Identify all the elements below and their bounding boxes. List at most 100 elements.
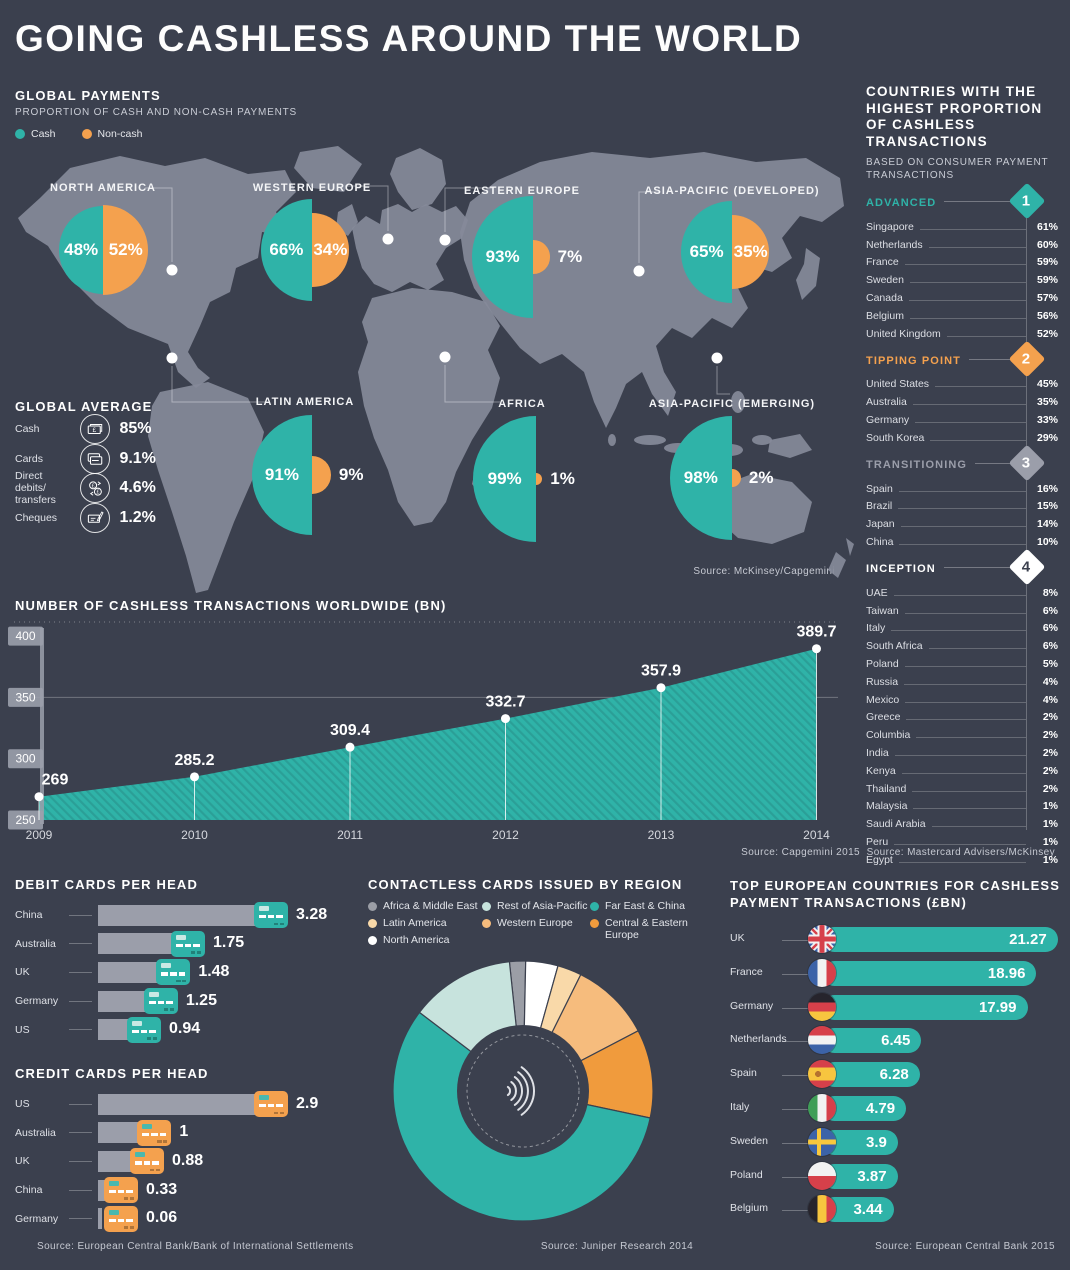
ranking-tier-number: 4 bbox=[1022, 558, 1032, 576]
leader-line bbox=[899, 543, 1026, 545]
country-value: 14% bbox=[1036, 518, 1058, 531]
svg-text:£: £ bbox=[93, 428, 97, 434]
leader-line bbox=[944, 201, 1020, 202]
global-average-label: Cards bbox=[15, 452, 44, 465]
country-name: Malaysia bbox=[866, 800, 908, 813]
noncash-semicircle bbox=[312, 456, 331, 494]
country-value: 6% bbox=[1042, 640, 1058, 653]
transactions-chart-title: NUMBER OF CASHLESS TRANSACTIONS WORLDWID… bbox=[15, 598, 447, 613]
global-average-value: 85% bbox=[119, 420, 152, 438]
country-name: Netherlands bbox=[866, 238, 923, 251]
global-average-panel: GLOBAL AVERAGE Cash £85% Cards 9.1% Direct d… bbox=[15, 399, 165, 533]
bar-value-label: 0.06 bbox=[146, 1209, 178, 1227]
card-number bbox=[124, 1197, 134, 1201]
legend-color-dot bbox=[368, 902, 377, 911]
leader-line bbox=[69, 1103, 92, 1105]
leader-line bbox=[904, 665, 1026, 667]
country-value: 61% bbox=[1036, 220, 1058, 233]
leader-line bbox=[782, 1041, 808, 1043]
legend-color-dot bbox=[482, 902, 491, 911]
legend-label: Central & Eastern Europe bbox=[605, 917, 688, 941]
leader-line bbox=[935, 386, 1026, 388]
ranking-row: Thailand 2% bbox=[866, 777, 1058, 795]
ranking-group: TIPPING POINT 2 United States 45% Australia 3… bbox=[866, 340, 1058, 444]
debit-cards-title: DEBIT CARDS PER HEAD bbox=[15, 877, 199, 892]
stripe bbox=[276, 915, 284, 919]
card-stripes bbox=[148, 1001, 173, 1005]
leader-line bbox=[69, 1218, 92, 1220]
stripe bbox=[184, 943, 192, 948]
cash-percent-label: 93% bbox=[485, 247, 520, 266]
data-point-label: 332.7 bbox=[485, 694, 525, 711]
ranking-row: Japan 14% bbox=[866, 512, 1058, 530]
card-bar-row: US 2.9 bbox=[15, 1090, 360, 1119]
bar-track: 0.06 bbox=[98, 1205, 360, 1232]
leader-line bbox=[928, 246, 1026, 248]
ranking-groups: ADVANCED 1 Singapore 61% Netherlands 60% Franc… bbox=[866, 182, 1058, 866]
card-stripes bbox=[259, 1104, 284, 1108]
svg-text:£: £ bbox=[96, 489, 99, 495]
leader-line bbox=[908, 299, 1026, 301]
digit bbox=[163, 1008, 169, 1012]
country-value: 59% bbox=[1036, 256, 1058, 269]
leader-line bbox=[909, 317, 1026, 319]
leader-line bbox=[906, 719, 1026, 721]
sweden-flag-icon bbox=[808, 1127, 836, 1156]
card-bar-row: Germany 0.06 bbox=[15, 1204, 360, 1233]
global-average-label: Direct debits/ transfers bbox=[15, 470, 56, 507]
card-bar-row: US 0.94 bbox=[15, 1015, 360, 1044]
country-label: UK bbox=[730, 932, 745, 944]
card-number bbox=[150, 1168, 160, 1172]
x-tick-label: 2012 bbox=[492, 828, 519, 842]
contactless-source: Source: Juniper Research 2014 bbox=[540, 1241, 694, 1252]
leader-line bbox=[69, 1132, 92, 1134]
bar-value-label: 1 bbox=[179, 1123, 189, 1141]
label-connector-line bbox=[145, 187, 173, 262]
country-value: 4% bbox=[1042, 675, 1058, 688]
country-value: 4% bbox=[1042, 693, 1058, 706]
leader-line bbox=[912, 790, 1026, 792]
y-tick-badge bbox=[8, 626, 43, 646]
digit bbox=[196, 951, 201, 954]
label-connector-line bbox=[444, 187, 492, 232]
x-tick-label: 2010 bbox=[181, 828, 208, 842]
country-value: 1% bbox=[1042, 853, 1058, 866]
country-value: 10% bbox=[1036, 535, 1058, 548]
digit bbox=[129, 1226, 134, 1229]
label-connector-line bbox=[716, 366, 730, 395]
country-name: Thailand bbox=[866, 782, 907, 795]
stripe bbox=[175, 943, 183, 948]
ranking-group-header: TRANSITIONING 3 bbox=[866, 444, 1058, 482]
leader-line bbox=[69, 1189, 92, 1191]
digit bbox=[155, 1168, 160, 1172]
value-pill: 18.96 bbox=[822, 960, 1037, 986]
map-marker-dot bbox=[439, 234, 451, 246]
leader-line bbox=[69, 971, 92, 973]
ranking-row: Spain 16% bbox=[866, 477, 1058, 495]
legend-color-dot bbox=[368, 919, 377, 928]
leader-line bbox=[69, 1160, 92, 1162]
spain-flag-icon bbox=[808, 1060, 836, 1089]
leader-line bbox=[893, 594, 1026, 596]
bar-category-label: Australia bbox=[15, 1126, 56, 1139]
leader-line bbox=[898, 508, 1026, 510]
leader-line bbox=[782, 940, 808, 941]
credit-cards-rows: US 2.9 Australia 1 UK 0.88 China 0.33 Germany 0.0… bbox=[15, 1090, 360, 1233]
leader-line bbox=[69, 1000, 92, 1002]
y-tick-label: 300 bbox=[15, 752, 35, 766]
y-tick-badge bbox=[8, 810, 43, 830]
country-name: Germany bbox=[866, 413, 910, 426]
ranking-row: Brazil 15% bbox=[866, 495, 1058, 512]
contactless-donut-chart bbox=[392, 960, 654, 1222]
country-name: Poland bbox=[866, 657, 899, 670]
y-axis-bar bbox=[40, 628, 44, 824]
payment-card-icon bbox=[254, 1091, 288, 1118]
country-name: Egypt bbox=[866, 853, 893, 866]
leader-line bbox=[894, 754, 1026, 756]
country-value: 45% bbox=[1036, 378, 1058, 391]
digit bbox=[124, 1197, 129, 1201]
ranking-row: Russia 4% bbox=[866, 670, 1058, 688]
value-pill: 6.45 bbox=[822, 1028, 922, 1054]
belgium-flag-icon bbox=[808, 1195, 836, 1224]
payment-card-icon bbox=[143, 988, 178, 1015]
